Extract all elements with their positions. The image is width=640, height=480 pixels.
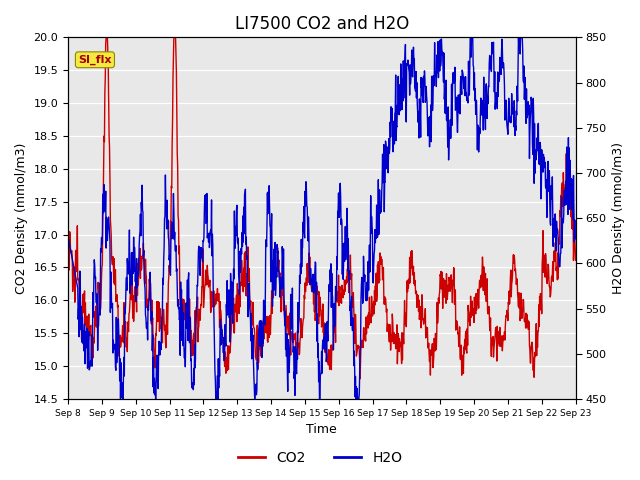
Y-axis label: CO2 Density (mmol/m3): CO2 Density (mmol/m3)	[15, 143, 28, 294]
X-axis label: Time: Time	[307, 423, 337, 436]
Legend: CO2, H2O: CO2, H2O	[232, 445, 408, 471]
Y-axis label: H2O Density (mmol/m3): H2O Density (mmol/m3)	[612, 142, 625, 294]
Title: LI7500 CO2 and H2O: LI7500 CO2 and H2O	[235, 15, 409, 33]
Text: SI_flx: SI_flx	[78, 55, 111, 65]
